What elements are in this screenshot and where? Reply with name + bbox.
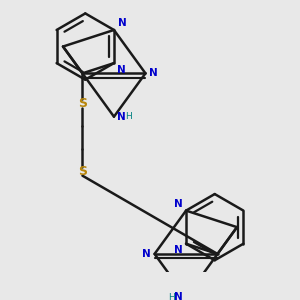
Text: N: N <box>174 292 183 300</box>
Text: H: H <box>168 293 175 300</box>
Text: S: S <box>78 97 87 110</box>
Text: H: H <box>125 112 132 121</box>
Text: N: N <box>117 64 126 75</box>
Text: S: S <box>78 165 87 178</box>
Text: N: N <box>142 249 151 259</box>
Text: N: N <box>118 19 126 28</box>
Text: N: N <box>149 68 158 78</box>
Text: N: N <box>174 199 182 209</box>
Text: N: N <box>174 245 183 255</box>
Text: N: N <box>117 112 126 122</box>
